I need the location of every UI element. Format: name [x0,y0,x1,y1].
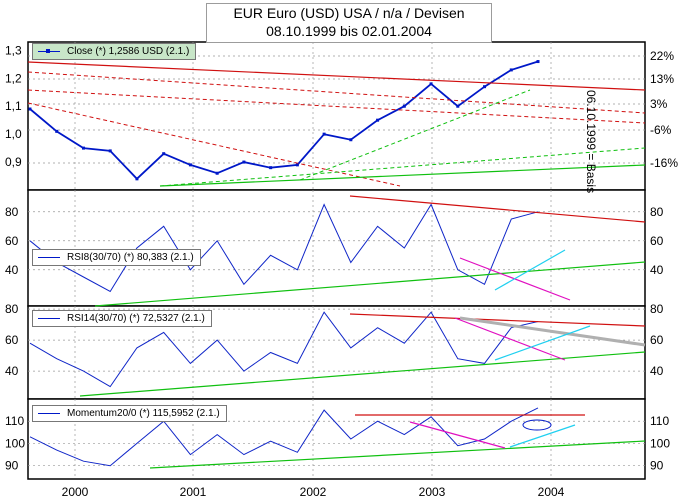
panel-frame [27,41,646,191]
close-point [402,104,406,108]
legend-momentum-label: Momentum20/0 (*) 115,5952 (2.1.) [67,408,220,419]
legend-rsi14-label: RSI14(30/70) (*) 72,5327 (2.1.) [67,313,205,324]
chart-subtitle: 08.10.1999 bis 02.01.2004 [266,23,432,39]
axis-labels: 0,9 1,0 1,1 1,2 1,3 22% 13% 3% -6% -16% 40 40 60 60 80… [5,43,678,499]
legend-rsi14-swatch [38,318,60,319]
red-dashed-line [27,89,646,124]
magenta-line [409,421,506,449]
x-tick-label: 2000 [62,485,89,499]
legend-momentum: Momentum20/0 (*) 115,5952 (2.1.) [32,405,227,422]
right-tick-label: 22% [650,49,674,63]
right-tick-label: 100 [650,436,670,450]
left-tick-label: 80 [5,205,19,219]
resistance-line [27,61,646,91]
chart-title: EUR Euro (USD) USA / n/a / Devisen [233,5,465,21]
left-tick-label: 60 [5,234,19,248]
right-tick-label: -6% [650,123,672,137]
left-tick-label: 40 [5,263,19,277]
right-tick-label: 110 [650,414,669,428]
x-tick-label: 2004 [538,485,565,499]
legend-close-label: Close (*) 1,2586 USD (2.1.) [67,46,190,57]
legend-rsi8-swatch [38,257,60,258]
grey-channel-line [459,316,646,347]
left-tick-label: 80 [5,302,19,316]
right-tick-label: -16% [650,156,678,170]
x-tick-label: 2002 [300,485,327,499]
support-line [94,261,646,307]
close-point [188,163,192,167]
right-tick-label: 60 [650,234,664,248]
support-line [149,440,646,469]
right-tick-label: 90 [650,459,664,473]
right-tick-label: 80 [650,302,664,316]
cyan-line [494,249,566,291]
magenta-line [454,317,566,361]
left-tick-label: 60 [5,333,19,347]
right-tick-label: 40 [650,364,664,378]
close-point [108,149,112,153]
legend-momentum-swatch [38,413,60,414]
series-line-2 [29,311,539,388]
series-line-1 [29,203,539,293]
left-tick-label: 1,0 [5,127,22,141]
close-point [135,177,139,181]
green-dashed-line [299,89,531,181]
left-tick-label: 0,9 [5,155,22,169]
close-point [429,82,433,86]
x-tick-label: 2001 [180,485,207,499]
close-point [28,107,32,111]
support-line [159,164,646,187]
close-point [269,166,273,170]
right-axis-label: 06.10.1999 = Basis [584,90,598,194]
legend-rsi8: RSI8(30/70) (*) 80,383 (2.1.) [32,249,201,266]
resistance-line [349,313,646,327]
close-point [55,129,59,133]
highlight-ellipse [522,419,552,431]
support-line [79,351,646,397]
red-dashed-line [27,71,646,114]
cyan-line [494,325,591,361]
series-line-3 [29,407,539,467]
left-tick-label: 100 [5,436,25,450]
close-point [456,104,460,108]
x-tick-label: 2003 [419,485,446,499]
close-point [242,160,246,164]
right-tick-label: 60 [650,333,664,347]
right-tick-label: 3% [650,97,668,111]
legend-close-swatch [38,49,60,53]
left-tick-label: 1,3 [5,43,22,57]
left-tick-label: 90 [5,459,19,473]
chart-title-box: EUR Euro (USD) USA / n/a / Devisen 08.10… [206,3,492,43]
close-point [162,152,166,156]
right-tick-label: 40 [650,263,664,277]
close-point [536,60,540,64]
panel-0 [27,41,646,191]
right-tick-label: 80 [650,205,664,219]
close-point [81,146,85,150]
left-tick-label: 40 [5,364,19,378]
left-tick-label: 1,1 [5,99,22,113]
series-line-0 [29,60,539,181]
legend-close: Close (*) 1,2586 USD (2.1.) [32,43,197,60]
left-tick-label: 1,2 [5,71,22,85]
legend-rsi14: RSI14(30/70) (*) 72,5327 (2.1.) [32,310,212,327]
close-point [509,68,513,72]
resistance-line [349,195,646,223]
close-point [215,171,219,175]
left-tick-label: 110 [5,414,24,428]
close-point [322,132,326,136]
cyan-line [509,424,576,448]
close-point [349,138,353,142]
panel-frame [27,189,646,307]
close-point [295,163,299,167]
close-point [483,85,487,89]
close-point [376,118,380,122]
panel-1 [27,189,646,307]
legend-rsi8-label: RSI8(30/70) (*) 80,383 (2.1.) [67,252,194,263]
right-tick-label: 13% [650,72,674,86]
trend-lines [27,61,646,469]
